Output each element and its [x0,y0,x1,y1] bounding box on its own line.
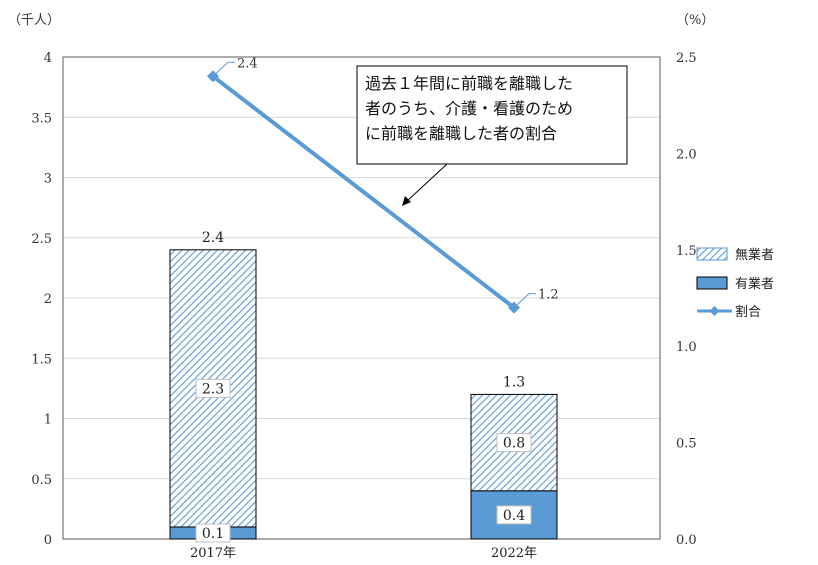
y-left-tick-label: 3 [44,172,52,187]
label-employed: 0.4 [503,508,525,524]
y-left-tick-label: 1 [44,413,52,428]
x-tick-label: 2022年 [491,546,537,561]
annotation-line-2: 者のうち、介護・看護のため [365,99,573,118]
ratio-value-label: 2.4 [237,56,258,71]
y-right-tick-label: 0.0 [676,533,697,548]
bars: 0.1 2.3 2.4 0.4 0.8 1.3 [169,230,558,543]
x-axis-category-labels: 2017年 2022年 [190,546,537,561]
plot-area [62,56,661,540]
x-tick-label: 2017年 [190,546,236,561]
y-axis-left-unit: （千人） [8,13,60,28]
label-total: 2.4 [202,230,224,246]
label-nonemployed: 0.8 [503,436,525,452]
y-axis-right-ticks: 0.0 0.5 1.0 1.5 2.0 2.5 [676,51,697,548]
label-nonemployed-box [496,433,532,453]
annotation-arrowhead [402,196,411,206]
annotation-callout: 過去１年間に前職を離職した 者のうち、介護・看護のため に前職を離職した者の割合 [356,65,628,206]
legend-marker-ratio [709,306,720,316]
annotation-arrow [405,163,448,203]
ratio-label-leader [513,293,536,309]
annotation-line-1: 過去１年間に前職を離職した [365,74,573,93]
ratio-value-label: 1.2 [538,288,559,303]
y-right-tick-label: 1.0 [676,340,697,355]
y-right-tick-label: 0.5 [676,437,697,452]
y-right-tick-label: 2.5 [676,51,697,66]
legend: 無業者 有業者 割合 [696,247,774,320]
y-left-tick-label: 0.5 [31,473,52,488]
ratio-line [211,74,516,310]
label-employed-box [195,523,231,543]
label-nonemployed: 2.3 [202,381,224,397]
annotation-box [356,65,628,165]
label-employed: 0.1 [202,526,224,542]
y-left-tick-label: 1.5 [31,352,52,367]
y-right-tick-label: 1.5 [676,244,697,259]
label-employed-box [496,505,532,525]
annotation-line-3: に前職を離職した者の割合 [365,124,557,143]
y-left-tick-label: 2.5 [31,232,52,247]
y-axis-right-unit: （%） [676,13,714,28]
y-left-tick-label: 2 [44,292,52,307]
y-left-tick-label: 0 [44,533,52,548]
ratio-label-leader [212,61,235,77]
ratio-line-layer: 2.4 1.2 [207,56,559,314]
y-axis-left-ticks: 0 0.5 1 1.5 2 2.5 3 3.5 4 [31,51,52,548]
y-left-tick-label: 4 [44,51,52,66]
y-left-tick-label: 3.5 [31,111,52,126]
label-nonemployed-box [195,378,231,398]
legend-label-yugyosha: 有業者 [735,276,774,292]
y-right-tick-label: 2.0 [676,147,697,162]
legend-label-ratio: 割合 [735,304,761,320]
gridlines [63,116,660,480]
legend-label-mugyosha: 無業者 [735,247,774,263]
legend-swatch-yugyosha [696,276,728,290]
legend-swatch-mugyosha [696,247,728,261]
label-total: 1.3 [503,374,525,390]
